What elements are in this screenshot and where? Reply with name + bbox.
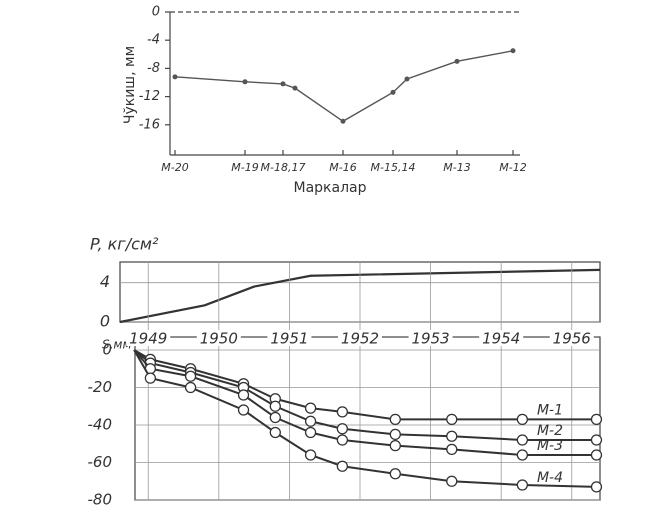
- settlement-point: [446, 475, 458, 487]
- settlement-point: [336, 406, 349, 418]
- y-tick-label: -16: [139, 117, 160, 132]
- settlement-point: [590, 481, 603, 493]
- settlement-point: [269, 426, 281, 439]
- profile-point: [280, 81, 286, 87]
- settlement-point: [237, 404, 250, 416]
- x-tick-label: М-13: [443, 161, 470, 174]
- x-tick-label: 1956: [553, 330, 591, 348]
- x-tick-label-bg: [408, 330, 453, 346]
- settlement-line: [133, 349, 597, 441]
- settlement-point: [336, 434, 349, 446]
- series-label: М-4: [537, 470, 563, 486]
- profile-point: [172, 74, 178, 80]
- settlement-point: [516, 434, 529, 446]
- x-tick-label-bg: [479, 330, 524, 346]
- series-label: М-1: [537, 402, 563, 418]
- profile-line: [174, 50, 514, 123]
- y-tick-label: -8: [147, 61, 160, 76]
- settlement-line: [133, 349, 597, 421]
- x-tick-label-bg: [338, 330, 382, 346]
- settlement-point: [446, 443, 458, 456]
- pressure-title: P, кг/см²: [90, 235, 159, 254]
- x-tick-label: 1954: [482, 330, 520, 348]
- y-tick-label: -20: [88, 378, 113, 396]
- y-tick-label: -12: [139, 89, 160, 104]
- settlement-point: [144, 372, 157, 384]
- settlement-point: [590, 434, 603, 446]
- y-tick-label: -40: [88, 416, 113, 434]
- x-tick-label-bg: [126, 330, 171, 346]
- x-tick-label-bg: [267, 330, 312, 346]
- x-axis-title: Маркалар: [294, 180, 367, 196]
- y-axis-title: Чўкиш, мм: [122, 46, 138, 124]
- settlement-point: [446, 430, 458, 442]
- settlement-point: [389, 468, 401, 480]
- x-tick-label: М-12: [499, 161, 526, 174]
- profile-point: [510, 48, 516, 54]
- settlement-title: S,мм: [102, 338, 132, 352]
- settlement-point: [304, 402, 317, 414]
- profile-point: [404, 76, 410, 82]
- settlement-point: [389, 413, 401, 426]
- settlement-point: [446, 413, 458, 426]
- profile-point: [390, 89, 396, 95]
- x-tick-label: 1953: [411, 330, 449, 348]
- settlement-point: [516, 449, 529, 461]
- settlement-point: [516, 413, 529, 426]
- settlement-point: [304, 449, 317, 461]
- settlement-point: [389, 428, 401, 441]
- series-label: М-3: [537, 438, 563, 454]
- y-tick-label: -80: [88, 491, 113, 509]
- settlement-point: [304, 415, 317, 427]
- x-tick-label: 1952: [341, 330, 379, 348]
- settlement-point: [590, 449, 603, 461]
- settlement-point: [336, 423, 349, 435]
- x-tick-label: 1949: [129, 330, 167, 348]
- profile-point: [242, 79, 248, 85]
- profile-point: [454, 58, 460, 64]
- x-tick-label-bg: [196, 330, 241, 346]
- series-label: М-2: [537, 423, 563, 439]
- y-tick-label: 0: [102, 341, 112, 359]
- settlement-point: [389, 439, 401, 452]
- settlement-point: [516, 479, 529, 491]
- y-tick-label: -4: [147, 33, 160, 48]
- y-tick-label: 0: [152, 5, 160, 20]
- settlement-point: [304, 426, 317, 439]
- x-tick-label: М-19: [231, 161, 258, 174]
- x-tick-label: М-15,14: [371, 161, 416, 174]
- settlement-point: [269, 400, 281, 412]
- x-tick-label: М-16: [329, 161, 356, 174]
- x-tick-label: М-18,17: [261, 161, 306, 174]
- x-tick-label: 1951: [270, 330, 308, 348]
- settlement-point: [184, 370, 197, 382]
- settlement-point: [237, 389, 250, 401]
- settlement-point: [336, 460, 349, 472]
- y-tick-label: -60: [88, 453, 113, 471]
- profile-point: [340, 118, 346, 124]
- settlement-point: [269, 411, 281, 424]
- x-tick-label: М-20: [161, 161, 188, 174]
- y-tick-label: 4: [100, 272, 110, 291]
- profile-point: [292, 85, 298, 91]
- x-tick-label: 1950: [200, 330, 238, 348]
- x-tick-label-bg: [549, 330, 594, 346]
- settlement-point: [590, 413, 603, 426]
- settlement-point: [184, 381, 197, 394]
- y-tick-label: 0: [100, 312, 110, 331]
- pressure-line: [119, 268, 601, 324]
